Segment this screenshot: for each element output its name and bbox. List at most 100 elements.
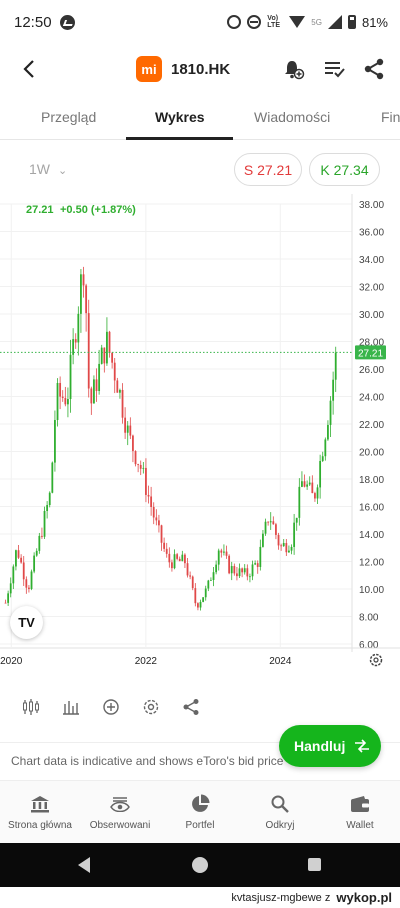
share-button[interactable] <box>362 57 386 81</box>
battery-percent: 81% <box>361 14 388 30</box>
add-indicator-icon[interactable] <box>102 698 120 716</box>
candle-body <box>215 564 218 573</box>
candle-body <box>59 382 62 397</box>
candle-body <box>199 601 202 608</box>
candle-body <box>38 535 41 551</box>
candles-icon[interactable] <box>22 698 40 716</box>
chart-canvas[interactable]: 38.00 36.00 34.00 32.00 30.00 28.00 26.00 24.00… <box>0 194 400 680</box>
ticker-symbol: 1810.HK <box>171 60 231 78</box>
candle-body <box>72 339 75 355</box>
candle-body <box>168 553 171 563</box>
y-tick-label: 14.00 <box>359 530 384 541</box>
nav-portfolio-label: Portfel <box>185 820 215 831</box>
nav-watchlist[interactable]: Obserwowani <box>80 781 160 843</box>
bank-icon <box>29 794 51 814</box>
candle-body <box>17 550 20 558</box>
system-recents-icon[interactable] <box>308 858 321 871</box>
candle-body <box>277 534 280 546</box>
candle-body <box>334 352 337 380</box>
candle-body <box>251 564 254 577</box>
nav-discover[interactable]: Odkryj <box>240 781 320 843</box>
candle-body <box>61 396 64 398</box>
tab-overview[interactable]: Przegląd <box>41 109 97 125</box>
status-icons: Vo) LTE 5G 81% <box>227 15 388 30</box>
x-tick-label: 2024 <box>269 656 292 667</box>
candle-body <box>12 566 15 584</box>
system-home-icon[interactable] <box>192 857 208 873</box>
trade-button-label: Handluj <box>294 738 346 754</box>
nav-home[interactable]: Strona główna <box>0 781 80 843</box>
y-tick-label: 18.00 <box>359 475 384 486</box>
candle-body <box>189 575 192 577</box>
candle-body <box>77 313 80 343</box>
y-tick-label: 26.00 <box>359 365 384 376</box>
candle-body <box>139 464 142 469</box>
candle-body <box>33 555 36 572</box>
network-label: 5G <box>311 17 322 27</box>
candle-body <box>134 451 137 465</box>
trade-button[interactable]: Handluj <box>279 725 381 767</box>
y-tick-label: 36.00 <box>359 228 384 239</box>
candle-body <box>67 399 69 405</box>
candle-body <box>173 554 176 569</box>
nav-portfolio[interactable]: Portfel <box>160 781 240 843</box>
candle-body <box>314 493 316 499</box>
x-tick-label: 2020 <box>0 656 23 667</box>
tab-chart[interactable]: Wykres <box>155 109 205 125</box>
bell-add-icon <box>285 61 305 80</box>
candle-body <box>121 389 124 418</box>
tab-news[interactable]: Wiadomości <box>254 109 331 125</box>
y-tick-label: 34.00 <box>359 255 384 266</box>
candle-body <box>113 362 116 381</box>
sell-price-button[interactable]: S 27.21 <box>234 153 302 186</box>
candle-body <box>282 543 285 547</box>
candle-body <box>319 460 322 488</box>
nav-wallet[interactable]: Wallet <box>320 781 400 843</box>
candle-body <box>150 496 153 507</box>
candle-body <box>108 331 111 353</box>
settings-icon[interactable] <box>142 698 160 716</box>
bars-icon[interactable] <box>62 698 80 716</box>
candle-body <box>116 380 119 393</box>
candle-body <box>124 417 127 433</box>
signal-icon <box>327 15 342 29</box>
messenger-icon <box>59 14 75 30</box>
buy-price-button[interactable]: K 27.34 <box>309 153 380 186</box>
candle-body <box>111 352 114 363</box>
price-alert-button[interactable] <box>282 57 306 81</box>
candle-body <box>56 382 59 421</box>
do-not-disturb-icon <box>247 15 262 29</box>
price-chart[interactable]: 38.00 36.00 34.00 32.00 30.00 28.00 26.00 24.00… <box>0 194 400 680</box>
candle-body <box>95 379 98 391</box>
candle-body <box>243 568 246 573</box>
candle-body <box>249 576 251 578</box>
candle-body <box>288 550 290 553</box>
candle-body <box>295 517 298 523</box>
candle-body <box>20 557 23 563</box>
y-tick-label: 12.00 <box>359 558 384 569</box>
candle-body <box>241 568 244 573</box>
share-icon[interactable] <box>182 698 200 716</box>
nav-discover-label: Odkryj <box>265 820 295 831</box>
nav-home-label: Strona główna <box>8 820 72 831</box>
alarm-icon <box>227 15 242 29</box>
system-back-icon[interactable] <box>78 857 90 873</box>
candle-body <box>230 566 233 574</box>
tab-financials[interactable]: Fina <box>381 109 400 125</box>
wifi-icon <box>289 16 306 28</box>
candle-body <box>74 339 77 343</box>
tradingview-logo[interactable]: TV <box>10 606 43 639</box>
candle-body <box>327 424 329 440</box>
candle-body <box>9 583 12 594</box>
y-tick-label: 24.00 <box>359 393 384 404</box>
watchlist-button[interactable] <box>322 57 346 81</box>
candle-body <box>210 579 212 581</box>
chevron-down-icon: ⌄ <box>58 165 68 177</box>
candle-body <box>275 524 277 535</box>
interval-select[interactable]: 1W ⌄ <box>29 161 67 177</box>
back-button[interactable] <box>14 54 44 84</box>
trade-arrows-icon <box>355 739 370 753</box>
candle-body <box>321 456 324 461</box>
candle-body <box>186 563 189 576</box>
chart-settings-icon-center <box>373 657 379 663</box>
